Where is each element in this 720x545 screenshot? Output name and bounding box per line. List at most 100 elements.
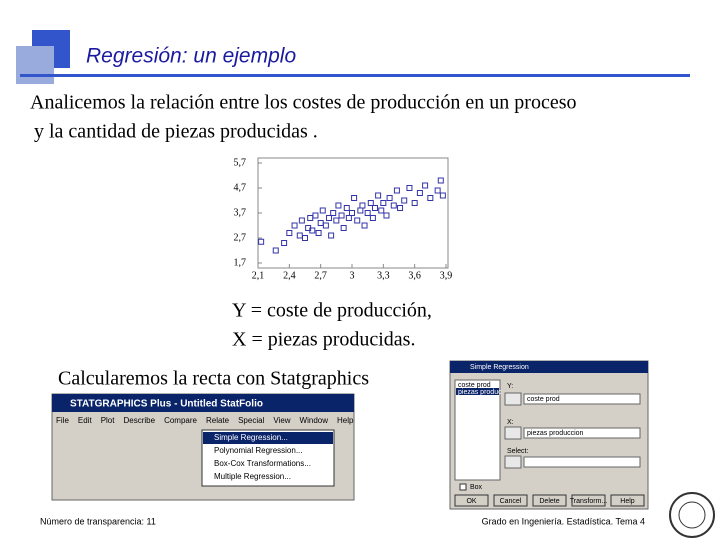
point: [317, 220, 324, 226]
dialog-title: Simple Regression: [470, 364, 529, 371]
point: [390, 202, 397, 209]
footer: Número de transparencia: 11: [40, 516, 156, 526]
point: [354, 217, 361, 224]
point: [439, 192, 446, 199]
label: Box: [470, 484, 483, 491]
menu-label: Describe: [123, 416, 155, 425]
titlebar: [450, 361, 648, 373]
menu-label: Special: [238, 416, 264, 425]
text: Calcularemos la recta con Statgraphics: [58, 368, 369, 390]
point: [351, 195, 358, 201]
point: [357, 207, 364, 214]
label: X:: [507, 419, 514, 426]
x-tick-label: 3,9: [440, 270, 453, 281]
point: [296, 232, 303, 239]
point: [393, 187, 400, 194]
point: [312, 212, 319, 219]
window-title: STATGRAPHICS Plus - Untitled StatFolio: [70, 399, 263, 410]
university-logo: [669, 492, 715, 538]
point: [307, 215, 314, 221]
y-tick-label: 4,7: [234, 182, 247, 193]
button-label: OK: [466, 498, 476, 505]
point: [380, 200, 387, 206]
point: [281, 240, 288, 246]
menu-label: View: [273, 416, 290, 425]
menu-item: Multiple Regression...: [214, 472, 291, 481]
point: [322, 222, 329, 229]
button-label: Cancel: [500, 498, 522, 505]
button: [493, 494, 528, 507]
point: [434, 187, 441, 194]
y-tick-label: 5,7: [234, 157, 247, 168]
menu-label: Window: [300, 416, 329, 425]
list-item: coste prod: [458, 382, 491, 389]
footer: Grado en Ingeniería. Estadística. Tema 4: [482, 516, 645, 526]
point: [427, 195, 434, 201]
point: [326, 215, 333, 221]
dialog-screenshot: Simple Regression coste prod piezas prod…: [449, 360, 649, 510]
button: [532, 494, 567, 507]
button: [571, 494, 606, 507]
x-tick-label: 3: [350, 270, 355, 281]
point: [411, 200, 418, 206]
arrow-button: [504, 392, 522, 406]
deco-square: [16, 46, 54, 84]
point: [422, 182, 429, 189]
point: [401, 197, 408, 204]
menu-label: Edit: [78, 416, 93, 425]
list-item: piezas produc: [458, 389, 502, 396]
menu-label: File: [56, 416, 69, 425]
x-tick-label: 2,7: [314, 270, 327, 281]
field: [523, 393, 641, 405]
point: [345, 215, 352, 221]
point: [302, 235, 308, 241]
y-tick-label: 3,7: [234, 207, 247, 218]
x-tick-label: 2,1: [252, 270, 265, 281]
menu-label: Help: [337, 416, 354, 425]
menu-label: Plot: [101, 416, 116, 425]
university-logo: [678, 501, 706, 529]
plot-frame: [257, 157, 449, 269]
field-value: coste prod: [527, 396, 560, 403]
point: [416, 190, 423, 196]
point: [397, 205, 404, 211]
point: [338, 212, 345, 219]
point: [364, 210, 371, 216]
y-tick-label: 2,7: [234, 232, 247, 243]
point: [328, 232, 335, 239]
point: [258, 238, 265, 245]
label: Y:: [507, 383, 513, 390]
menu-item: Polynomial Regression...: [214, 446, 302, 455]
point: [272, 247, 279, 254]
highlight: [456, 388, 499, 395]
point: [359, 202, 366, 209]
arrow-button: [504, 426, 522, 440]
x-tick-label: 3,3: [377, 270, 390, 281]
menu-item: Simple Regression...: [214, 433, 288, 442]
scatter-plot: 2,1 2,4 2,7 3 3,3 3,6 3,9 1,7 2,7 3,7 4,7 5,7: [234, 157, 453, 281]
arrow-button: [504, 455, 522, 469]
point: [386, 195, 393, 201]
point: [361, 222, 368, 229]
point: [367, 200, 374, 206]
label: Select:: [507, 448, 528, 455]
button-label: Delete: [539, 498, 559, 505]
x-tick-label: 2,4: [283, 270, 296, 281]
title: Regresión: un ejemplo: [86, 45, 296, 68]
x-tick-label: 3,6: [408, 270, 421, 281]
highlight: [203, 432, 333, 444]
point: [406, 185, 413, 191]
button-label: Help: [620, 498, 635, 505]
field: [523, 427, 641, 439]
point: [335, 202, 342, 209]
point: [343, 205, 350, 211]
menu-item: Box-Cox Transformations...: [214, 459, 311, 468]
button: [454, 494, 489, 507]
point: [437, 177, 444, 184]
field: [523, 456, 641, 468]
point: [378, 207, 385, 214]
menu-label: Compare: [164, 416, 197, 425]
y-tick-label: 1,7: [234, 257, 247, 268]
